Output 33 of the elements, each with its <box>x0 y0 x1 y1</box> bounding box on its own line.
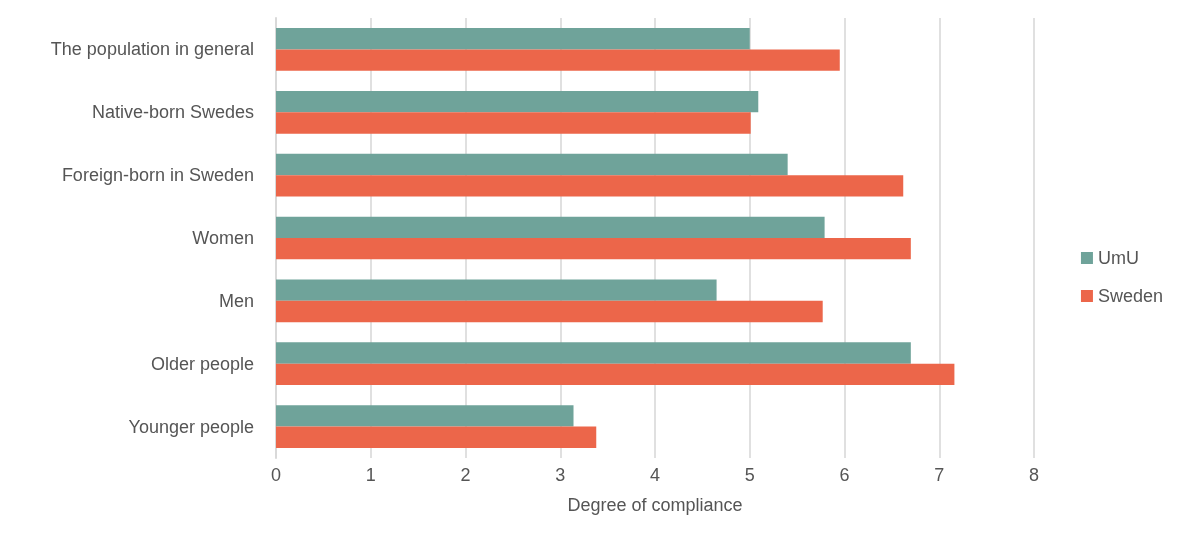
bar <box>276 238 911 260</box>
bar <box>276 216 825 238</box>
bar <box>276 426 597 448</box>
bar <box>276 28 750 50</box>
x-tick-label: 3 <box>555 465 566 485</box>
bar <box>276 90 759 113</box>
y-tick-label: Men <box>218 290 254 311</box>
bar <box>276 363 955 386</box>
x-tick-label: 2 <box>460 465 471 485</box>
y-tick-label: Older people <box>150 353 254 374</box>
x-tick-label: 4 <box>649 465 661 485</box>
bar <box>276 153 788 176</box>
bar <box>276 175 904 197</box>
bar <box>276 112 751 134</box>
x-tick-label: 1 <box>365 465 376 485</box>
bar <box>276 279 717 301</box>
bar <box>276 49 840 71</box>
x-axis-title: Degree of compliance <box>567 495 743 515</box>
x-tick-label: 8 <box>1028 465 1040 485</box>
bar <box>276 405 574 427</box>
x-tick-label: 5 <box>744 465 755 485</box>
y-tick-label: Women <box>192 228 254 248</box>
x-tick-label: 0 <box>270 465 282 485</box>
bar <box>276 300 823 323</box>
legend-label: Sweden <box>1097 286 1164 306</box>
y-tick-label: Native-born Swedes <box>91 102 254 123</box>
y-tick-label: Foreign-born in Sweden <box>61 165 254 186</box>
y-tick-label: The population in general <box>50 39 254 60</box>
legend-label: UmU <box>1097 248 1139 268</box>
x-tick-label: 6 <box>839 465 850 485</box>
x-tick-label: 7 <box>934 465 945 485</box>
y-tick-label: Younger people <box>128 416 254 437</box>
bar <box>276 342 911 364</box>
